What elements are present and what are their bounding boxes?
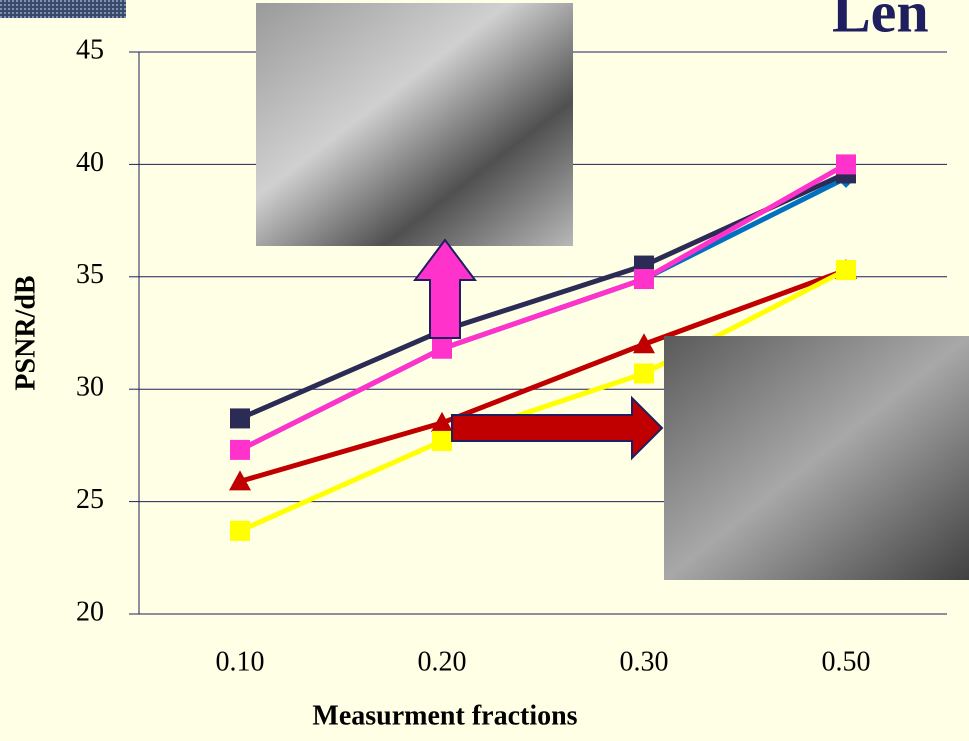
marker: [634, 269, 654, 289]
y-axis-label: PSNR/dB: [10, 275, 41, 390]
image-reconstruction: [256, 3, 573, 246]
x-tick-label: 0.30: [620, 646, 669, 677]
y-tick-label: 25: [76, 484, 104, 515]
marker: [432, 339, 452, 359]
x-tick-label: 0.10: [216, 646, 265, 677]
y-tick-label: 20: [76, 596, 104, 627]
marker: [634, 363, 654, 383]
marker: [836, 260, 856, 280]
y-tick-label: 40: [76, 147, 104, 178]
image-reconstruction: [664, 336, 969, 580]
marker: [836, 154, 856, 174]
marker: [230, 408, 250, 428]
marker: [432, 431, 452, 451]
page: 20 25 30 35 40 45 0.10 0.20 0.30 0.50 Len Measurm…: [0, 0, 969, 741]
chart: 20 25 30 35 40 45 0.10 0.20 0.30 0.50 Len Measurm…: [0, 0, 969, 741]
decoration: [0, 0, 126, 18]
chart-title: Len: [832, 0, 929, 44]
y-tick-label: 35: [76, 259, 104, 290]
y-tick-label: 45: [76, 34, 104, 65]
y-tick-label: 30: [76, 372, 104, 403]
marker: [230, 521, 250, 541]
marker: [230, 440, 250, 460]
x-axis-label: Measurment fractions: [312, 700, 577, 731]
x-tick-label: 0.50: [822, 646, 871, 677]
x-tick-label: 0.20: [418, 646, 467, 677]
